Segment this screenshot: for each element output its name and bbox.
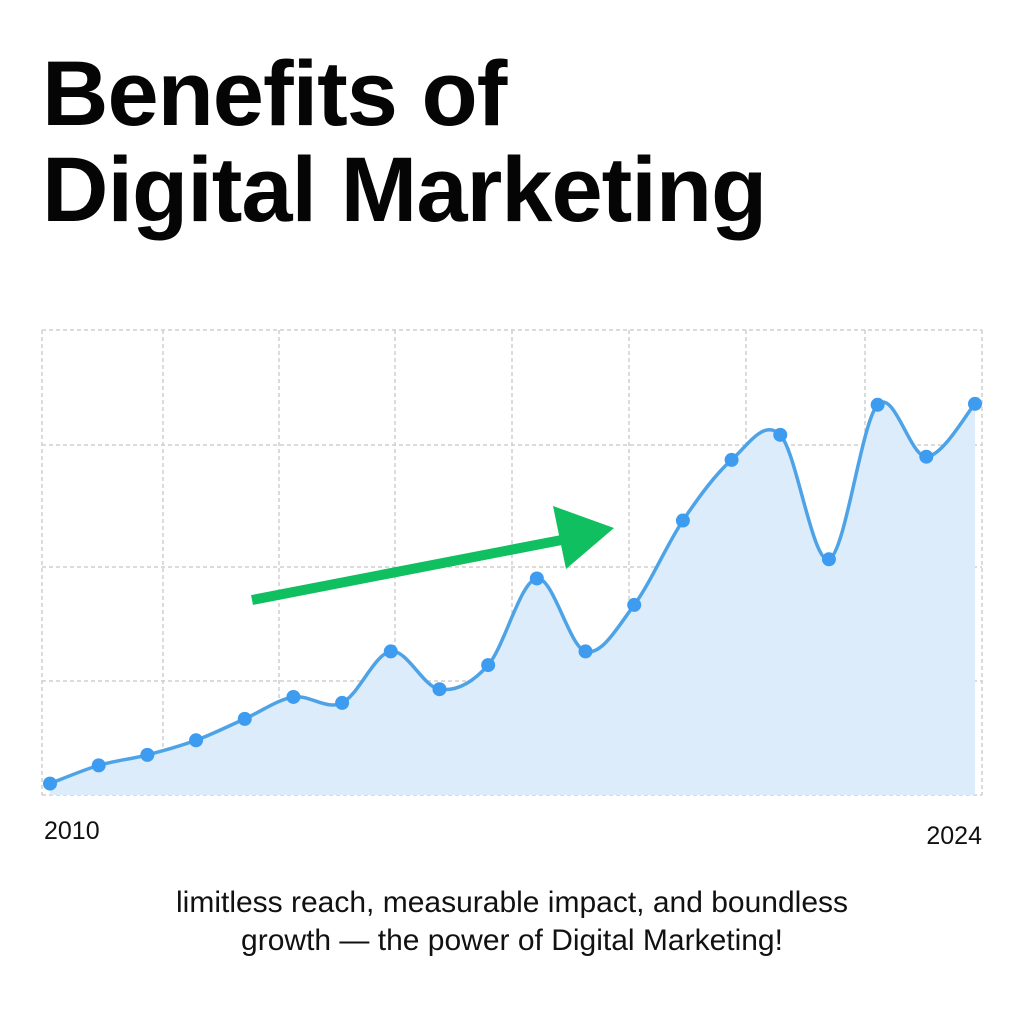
caption-line-1: limitless reach, measurable impact, and … [176,886,848,919]
x-tick-label-end: 2024 [926,822,982,850]
data-point [773,427,788,442]
data-point [627,597,642,612]
title-line-2: Digital Marketing [42,139,767,241]
data-point [335,695,350,710]
data-point [919,449,934,464]
caption: limitless reach, measurable impact, and … [0,884,1024,960]
trend-arrow [251,506,614,605]
series-line [49,400,977,786]
data-point [675,513,690,528]
data-point [43,776,57,791]
data-point [383,644,398,659]
trend-arrow-shaft [251,533,573,605]
data-point [968,396,982,411]
data-points [43,396,982,791]
data-point [481,658,496,673]
caption-line-2: growth — the power of Digital Marketing! [241,924,783,957]
trend-arrow-head [553,506,614,569]
data-point [91,758,106,773]
data-point [529,571,544,586]
title-line-1: Benefits of [42,43,507,145]
data-point [724,452,739,467]
data-point [578,644,593,659]
data-point [870,397,885,412]
data-point [821,552,836,567]
data-point [286,689,301,704]
data-point [189,733,204,748]
page-title: Benefits of Digital Marketing [42,43,767,241]
data-point [237,711,252,726]
x-tick-label-start: 2010 [44,817,100,845]
data-point [432,682,447,697]
data-point [140,747,155,762]
area-fill [50,402,975,795]
